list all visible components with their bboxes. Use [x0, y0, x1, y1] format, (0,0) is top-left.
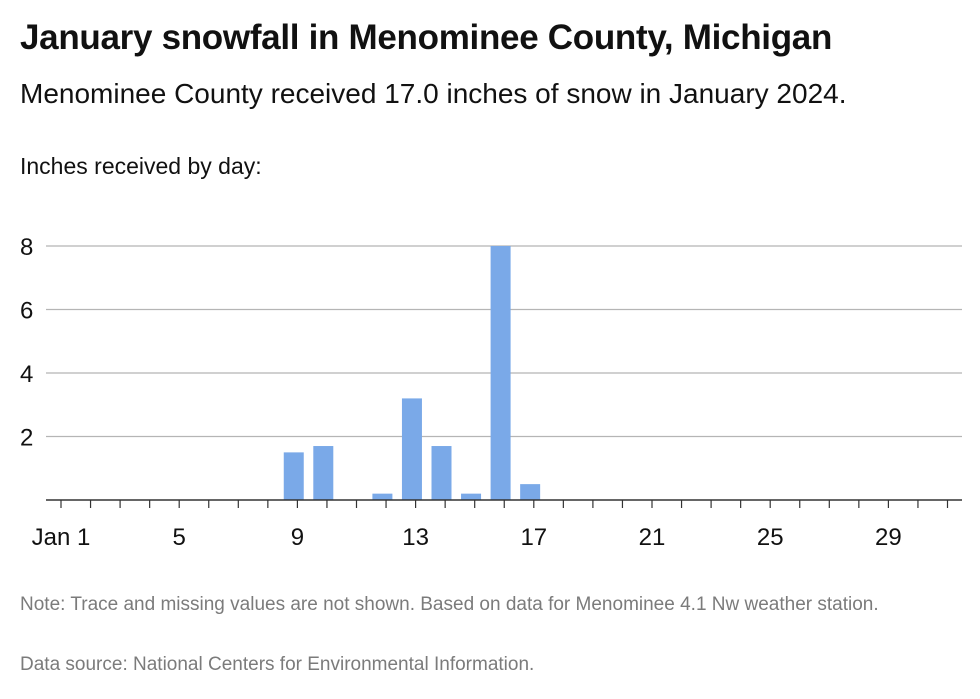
y-tick-label: 6: [20, 298, 33, 325]
y-tick-label: 2: [20, 425, 33, 452]
x-tick-label: Jan 1: [32, 524, 91, 551]
bar: [401, 398, 422, 500]
bar: [461, 493, 482, 500]
snowfall-bar-chart: Jan 1 5 9 13 17 21 25 29 2 4 6 8: [20, 234, 962, 551]
bar: [490, 246, 511, 500]
x-axis: Jan 1 5 9 13 17 21 25 29: [32, 499, 962, 551]
bar: [313, 446, 334, 500]
y-tick-label: 8: [20, 234, 33, 261]
bar: [431, 446, 452, 500]
x-tick-label: 21: [639, 524, 666, 551]
x-tick-label: 13: [402, 524, 429, 551]
bar: [520, 484, 541, 500]
x-tick-label: 29: [875, 524, 902, 551]
footnote: Note: Trace and missing values are not s…: [20, 594, 879, 615]
bar: [283, 452, 304, 500]
x-tick-label: 17: [520, 524, 547, 551]
unit-label: Inches received by day:: [20, 153, 262, 179]
x-tick-label: 5: [173, 524, 186, 551]
data-source: Data source: National Centers for Enviro…: [20, 654, 535, 675]
y-tick-label: 4: [20, 361, 33, 388]
chart-subtitle: Menominee County received 17.0 inches of…: [20, 78, 847, 109]
y-tick-labels: 2 4 6 8: [20, 234, 33, 452]
bar: [372, 493, 393, 500]
x-tick-label: 9: [291, 524, 304, 551]
chart-title: January snowfall in Menominee County, Mi…: [20, 18, 833, 57]
x-tick-label: 25: [757, 524, 784, 551]
bars: [283, 246, 541, 500]
